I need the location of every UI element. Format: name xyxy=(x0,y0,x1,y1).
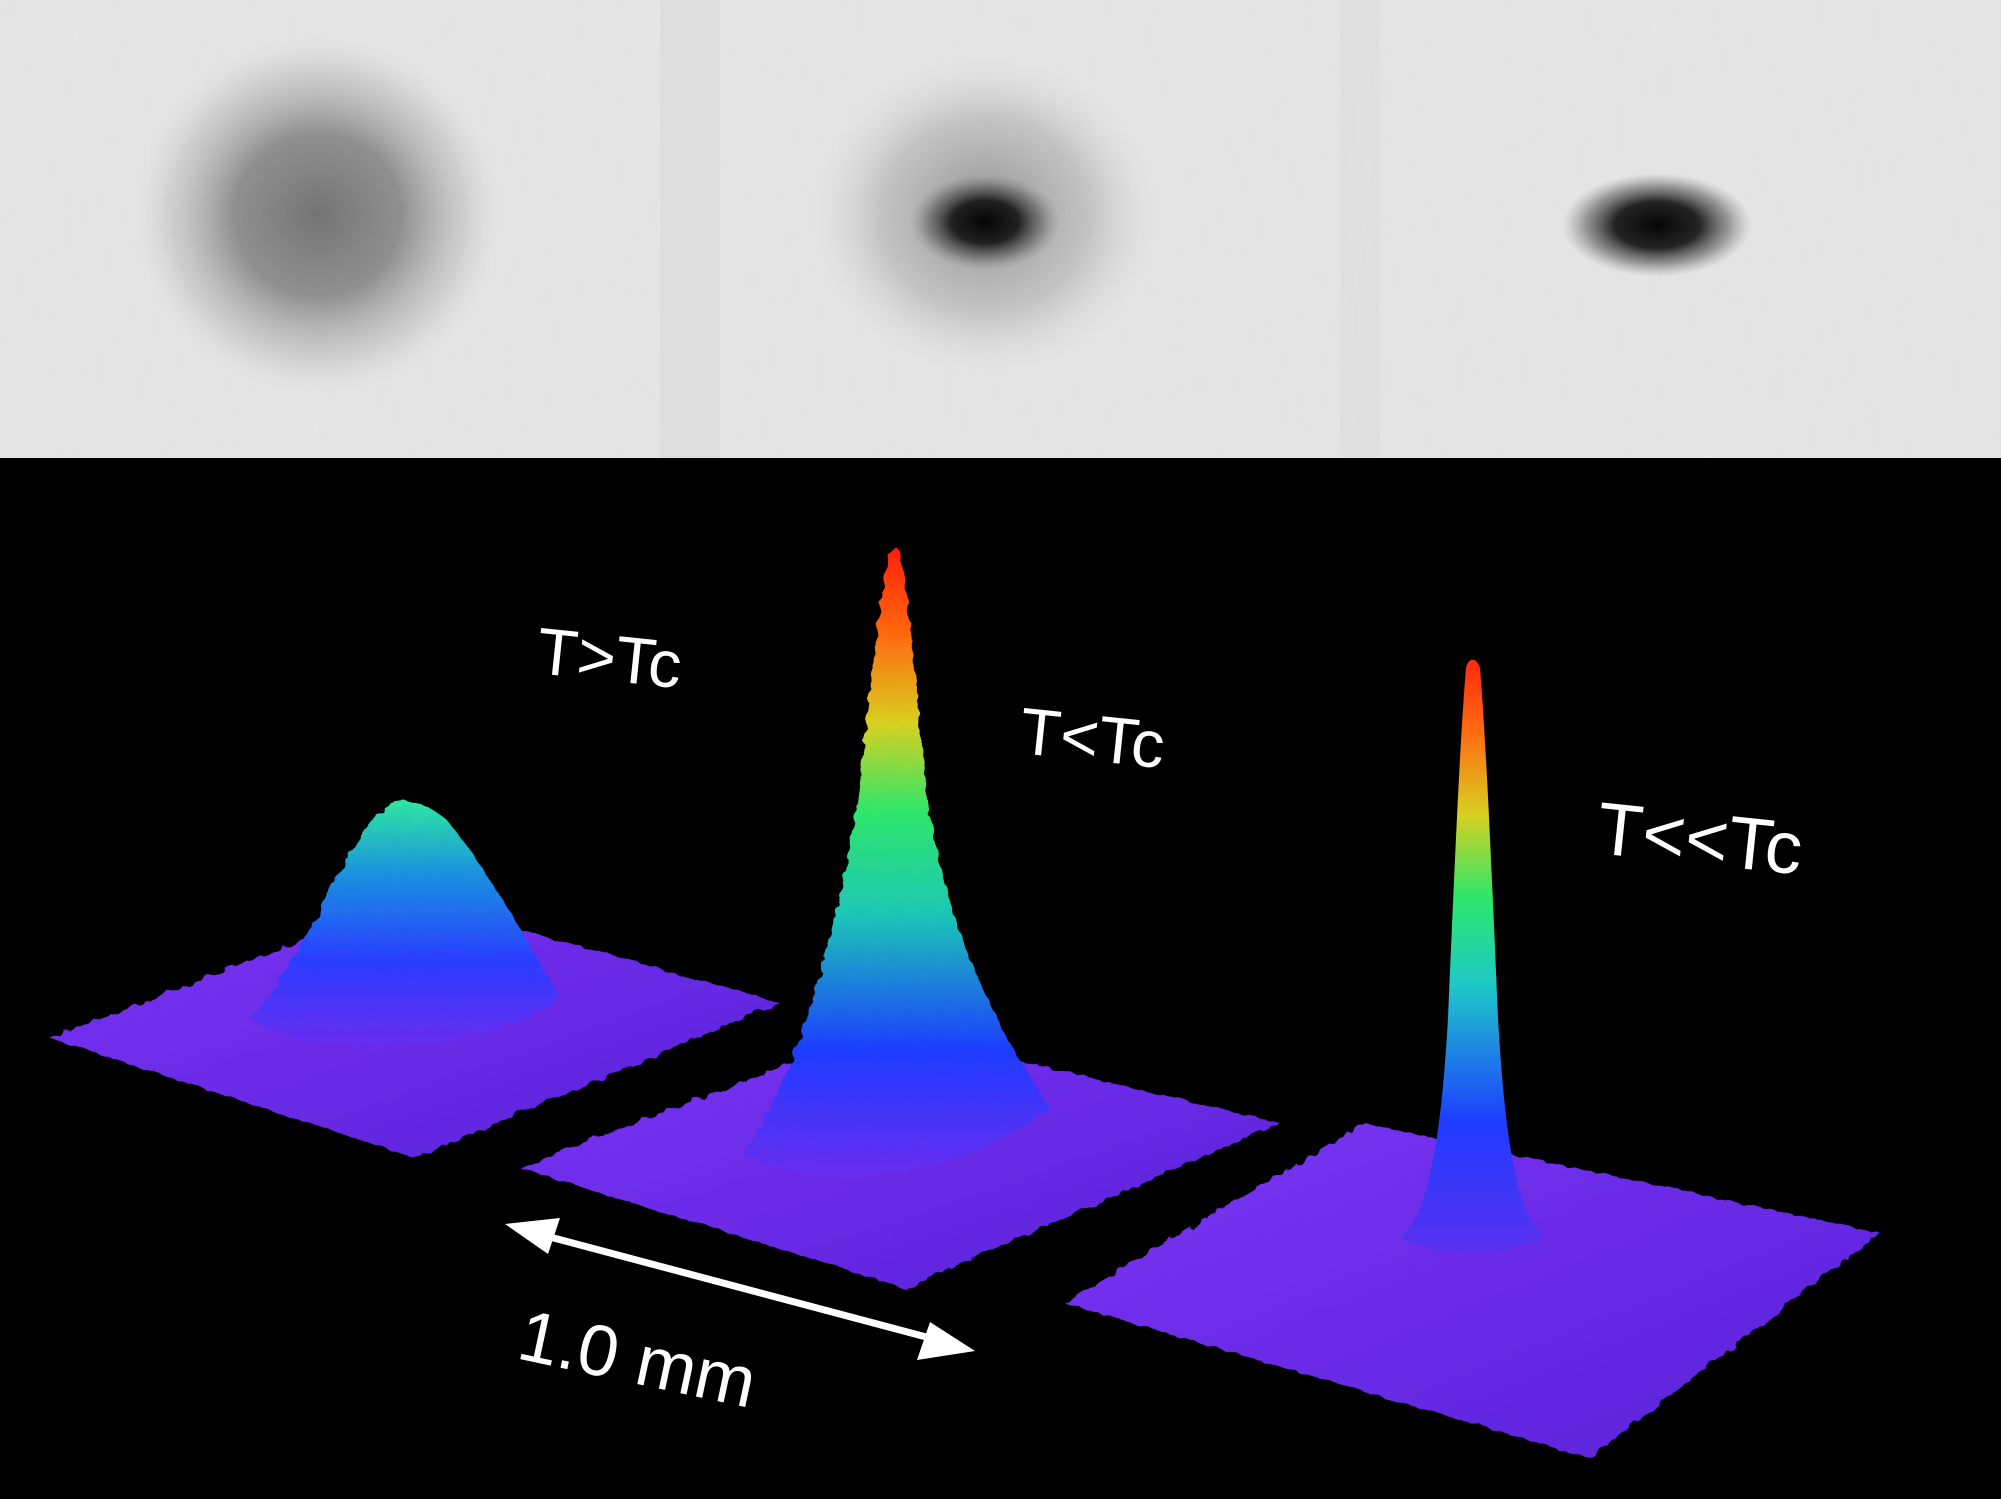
scale-bar-line xyxy=(534,1229,931,1342)
label-far-below-tc: T<<Tc xyxy=(1593,786,1806,890)
surface-base xyxy=(1065,1123,1880,1458)
scale-bar-label: 1.0 mm xyxy=(512,1295,763,1423)
surface-peak xyxy=(1400,659,1545,1253)
surface-above-tc xyxy=(50,801,780,1158)
surface-far-below-tc xyxy=(1065,659,1880,1458)
surface-plots: T>Tc T<Tc T<<Tc 1.0 mm xyxy=(50,546,1880,1458)
thermal-cloud-shadow xyxy=(133,35,503,395)
label-above-tc: T>Tc xyxy=(534,613,686,702)
absorption-image-panel xyxy=(0,0,2001,458)
surface-peak xyxy=(740,546,1050,1178)
surface-plot-panel: T>Tc T<Tc T<<Tc 1.0 mm xyxy=(0,458,2001,1499)
partial-condensate-core xyxy=(910,174,1060,270)
stripe-artifact xyxy=(660,0,720,458)
label-below-tc: T<Tc xyxy=(1017,693,1169,782)
surface-below-tc xyxy=(520,546,1280,1288)
scale-bar-arrow-right xyxy=(917,1322,975,1360)
pure-condensate-core xyxy=(1562,173,1752,277)
absorption-image xyxy=(0,0,2001,458)
scale-bar-arrow-left xyxy=(505,1218,560,1254)
surface-peak xyxy=(250,801,560,1047)
stripe-artifact xyxy=(1340,0,1380,458)
